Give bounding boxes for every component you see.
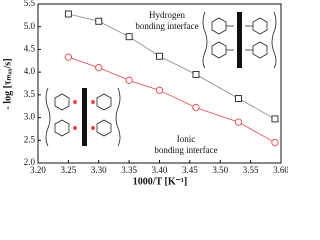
- x-tick-label: 3.20: [30, 165, 46, 175]
- marker: [95, 17, 103, 25]
- chain: [45, 87, 51, 147]
- x-tick-label: 3.35: [121, 165, 137, 175]
- marker: [271, 138, 279, 147]
- x-tick-label: 3.55: [243, 165, 259, 175]
- bond: [226, 25, 253, 51]
- ring: [96, 93, 112, 111]
- ring: [211, 41, 227, 59]
- molecule-diagram-bottom: [45, 87, 121, 147]
- ion: [91, 126, 95, 130]
- marker: [125, 33, 133, 41]
- x-axis-label: 1000/T [K⁻¹]: [133, 176, 187, 187]
- ring: [96, 119, 112, 137]
- y-tick-label: 4.5: [24, 43, 36, 53]
- interface-bar: [82, 88, 87, 146]
- chain: [271, 11, 277, 69]
- marker: [235, 95, 242, 102]
- chain: [115, 87, 121, 147]
- ion: [91, 100, 95, 104]
- interface-bar: [237, 12, 242, 68]
- x-tick-label: 3.25: [61, 165, 77, 175]
- y-tick-label: 5.0: [24, 21, 36, 31]
- ion: [73, 126, 77, 130]
- chart: Hydrogen bonding interface Ionic bonding…: [2, 0, 288, 187]
- x-tick-label: 3.60: [273, 165, 288, 175]
- x-tick-label: 3.30: [91, 165, 107, 175]
- marker: [64, 53, 73, 61]
- x-tick-label: 3.50: [212, 165, 228, 175]
- ring: [252, 41, 268, 59]
- annotation: bonding interface: [135, 21, 198, 31]
- annotation: bonding interface: [154, 145, 217, 155]
- marker: [192, 103, 200, 112]
- annotation: Ionic: [177, 134, 196, 144]
- y-tick-label: 4.0: [24, 66, 36, 76]
- chain: [202, 11, 208, 69]
- marker: [156, 52, 163, 60]
- ring: [252, 17, 268, 35]
- marker: [64, 10, 72, 18]
- y-axis-label: - log [τₘₐₓ/s]: [2, 58, 13, 109]
- ring: [211, 17, 227, 35]
- ring: [54, 119, 70, 137]
- annotation: Hydrogen: [149, 10, 185, 20]
- marker: [125, 76, 133, 84]
- y-tick-label: 5.5: [24, 0, 36, 8]
- x-tick-label: 3.40: [152, 165, 168, 175]
- y-tick-label: 2.0: [24, 157, 36, 167]
- marker: [271, 115, 279, 123]
- y-tick-label: 3.0: [24, 112, 36, 122]
- ring: [54, 93, 70, 111]
- page: Hydrogen bonding interface Ionic bonding…: [2, 0, 288, 188]
- marker: [155, 86, 164, 94]
- marker: [234, 118, 243, 126]
- molecule-diagram-top: [202, 11, 277, 69]
- marker: [95, 63, 103, 72]
- y-tick-label: 3.5: [24, 89, 36, 99]
- x-tick-label: 3.45: [182, 165, 198, 175]
- ion: [73, 100, 77, 104]
- marker: [192, 70, 200, 78]
- y-tick-label: 2.5: [24, 134, 36, 144]
